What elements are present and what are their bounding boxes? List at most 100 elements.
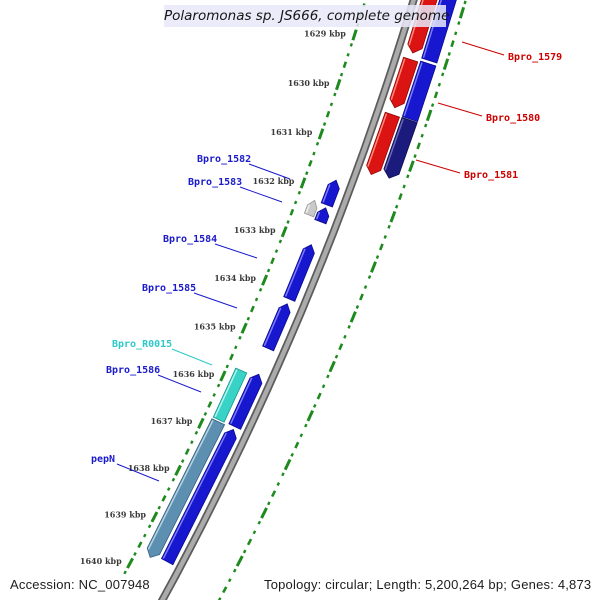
outer-tick-line-mark <box>463 0 467 5</box>
inner-tick-line-mark <box>329 102 334 107</box>
inner-tick-line-mark <box>240 322 248 334</box>
tick-label-1632: 1632 kbp <box>253 176 295 186</box>
inner-tick-line-mark <box>293 200 298 205</box>
outer-tick-line-mark <box>294 441 300 449</box>
outer-tick-line-mark <box>304 423 308 428</box>
inner-tick-line-mark <box>219 370 227 382</box>
topology-text: Topology: circular; Length: 5,200,264 bp… <box>264 577 592 592</box>
outer-tick-line-mark <box>227 578 232 583</box>
feature-Bpro_1580_inner[interactable] <box>389 56 419 109</box>
feature-Bpro_1580_inner-highlight <box>390 58 406 100</box>
gene-label-Bpro_1584[interactable]: Bpro_1584 <box>163 234 217 245</box>
tick-label-1640: 1640 kbp <box>80 556 122 566</box>
feature-Bpro_1579_outer[interactable] <box>421 0 458 64</box>
gene-label-pepN[interactable]: pepN <box>91 454 115 465</box>
inner-tick-line-mark <box>207 401 213 408</box>
leader-Bpro_1579 <box>461 41 505 56</box>
feature-Bpro_R0015-highlight <box>214 369 238 418</box>
feature-pepN-highlight <box>162 432 227 559</box>
outer-tick-line-mark <box>338 343 344 351</box>
outer-tick-line-mark <box>433 91 439 99</box>
feature-Bpro_1583_cog[interactable] <box>303 199 318 218</box>
outer-tick-line-mark <box>276 482 281 486</box>
outer-tick-line-mark <box>283 458 292 471</box>
inner-tick-line-mark <box>325 110 331 118</box>
tick-label-1637: 1637 kbp <box>151 416 193 426</box>
outer-tick-line-mark <box>281 472 285 477</box>
outer-tick-line-mark <box>425 109 433 122</box>
gene-label-Bpro_1582[interactable]: Bpro_1582 <box>197 154 251 165</box>
outer-tick-line-mark <box>387 224 391 229</box>
outer-tick-line-mark <box>406 174 410 179</box>
outer-tick-line-mark <box>222 586 228 594</box>
gene-label-Bpro_1585[interactable]: Bpro_1585 <box>142 283 196 294</box>
feature-Bpro_1586[interactable] <box>228 373 263 430</box>
gene-label-Bpro_1586[interactable]: Bpro_1586 <box>106 365 160 376</box>
outer-tick-line-mark <box>457 21 461 25</box>
feature-pepN_outer-highlight <box>147 420 214 550</box>
inner-tick-line-mark <box>147 524 152 529</box>
inner-tick-line-mark <box>286 220 290 224</box>
outer-tick-line-mark <box>267 501 271 506</box>
outer-tick-line-mark <box>235 555 244 567</box>
outer-tick-line-mark <box>394 204 399 209</box>
inner-tick-line-mark <box>250 305 255 313</box>
inner-tick-line-mark <box>346 52 350 57</box>
inner-tick-line-mark <box>308 159 313 167</box>
inner-tick-line-mark <box>126 557 134 569</box>
inner-tick-line-mark <box>342 61 348 69</box>
gene-label-Bpro_1579[interactable]: Bpro_1579 <box>508 52 562 63</box>
inner-tick-line-mark <box>203 411 208 416</box>
feature-Bpro_1585[interactable] <box>262 303 291 352</box>
tick-label-1634: 1634 kbp <box>214 273 256 283</box>
outer-tick-line-mark <box>378 243 384 251</box>
inner-tick-line-mark <box>161 495 167 502</box>
outer-tick-line-mark <box>408 160 415 173</box>
inner-tick-line-mark <box>234 345 238 350</box>
inner-tick-line-mark <box>166 487 171 492</box>
outer-tick-line-mark <box>430 103 435 108</box>
leader-Bpro_1586 <box>157 374 202 393</box>
outer-tick-line-mark <box>375 255 380 259</box>
feature-pepN_outer[interactable] <box>146 418 226 558</box>
outer-tick-line-mark <box>260 507 268 519</box>
outer-tick-line-mark <box>217 597 222 600</box>
outer-tick-line-mark <box>441 72 445 77</box>
tick-label-1635: 1635 kbp <box>194 321 236 331</box>
tick-label-1638: 1638 kbp <box>128 463 170 473</box>
feature-Bpro_1581_outer[interactable] <box>383 116 418 179</box>
outer-tick-line-mark <box>326 374 330 379</box>
gene-label-Bpro_1580[interactable]: Bpro_1580 <box>486 113 540 124</box>
inner-tick-line-mark <box>184 448 190 456</box>
feature-Bpro_1584[interactable] <box>283 244 315 302</box>
feature-Bpro_R0015[interactable] <box>212 367 248 423</box>
gene-label-Bpro_R0015[interactable]: Bpro_R0015 <box>112 339 172 350</box>
outer-tick-line-mark <box>398 193 403 201</box>
inner-tick-line-mark <box>180 459 185 463</box>
outer-tick-line-mark <box>442 58 450 71</box>
feature-Bpro_1582[interactable] <box>320 179 340 208</box>
leader-Bpro_1585 <box>193 292 238 309</box>
inner-tick-line-mark <box>322 122 327 126</box>
tick-label-1633: 1633 kbp <box>234 225 276 235</box>
gene-label-Bpro_1581[interactable]: Bpro_1581 <box>464 170 518 181</box>
gene-label-Bpro_1583[interactable]: Bpro_1583 <box>188 177 242 188</box>
feature-pepN[interactable] <box>160 428 237 566</box>
feature-Bpro_1586-highlight <box>230 377 253 424</box>
inner-tick-line-mark <box>261 274 269 286</box>
outer-tick-line-mark <box>328 360 336 373</box>
feature-Bpro_1583[interactable] <box>314 207 330 225</box>
outer-tick-line-mark <box>257 520 262 525</box>
inner-tick-line-mark <box>266 268 271 273</box>
feature-Bpro_1580_outer[interactable] <box>401 60 437 123</box>
genome-backbone-core <box>159 0 416 600</box>
leader-Bpro_1581 <box>415 159 461 174</box>
inner-tick-line-mark <box>305 171 309 176</box>
inner-tick-line-mark <box>190 440 194 445</box>
outer-tick-line-mark <box>402 184 406 189</box>
feature-Bpro_1581_inner[interactable] <box>366 111 401 176</box>
feature-Bpro_1583-highlight <box>316 211 320 220</box>
outer-tick-line-mark <box>359 293 364 301</box>
outer-tick-line-mark <box>355 305 360 309</box>
